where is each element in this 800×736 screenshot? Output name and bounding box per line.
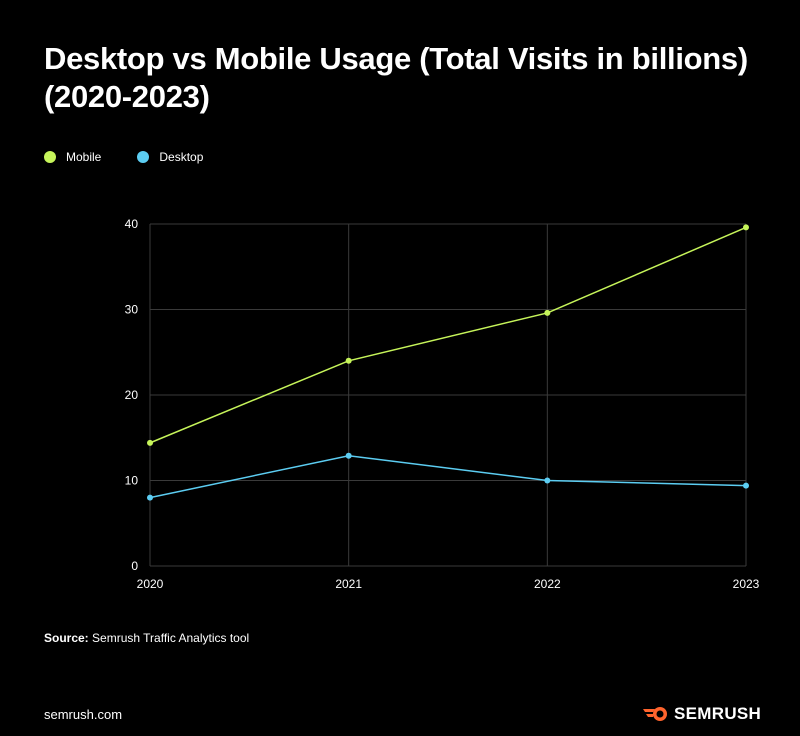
legend-swatch-desktop bbox=[137, 151, 150, 163]
brand-name: SEMRUSH bbox=[674, 704, 762, 723]
legend-label-desktop: Desktop bbox=[159, 150, 204, 164]
data-point-desktop bbox=[743, 482, 749, 489]
footer-url: semrush.com bbox=[44, 707, 123, 722]
legend-swatch-mobile bbox=[44, 151, 56, 163]
y-tick-label: 20 bbox=[125, 388, 139, 402]
y-tick-label: 0 bbox=[131, 559, 138, 573]
source-note: Source: Semrush Traffic Analytics tool bbox=[44, 631, 249, 645]
legend-label-mobile: Mobile bbox=[66, 150, 102, 164]
source-label: Source: bbox=[44, 631, 89, 645]
data-point-mobile bbox=[147, 439, 153, 446]
series-line-mobile bbox=[149, 226, 747, 444]
y-tick-label: 30 bbox=[125, 303, 139, 317]
source-text: Semrush Traffic Analytics tool bbox=[88, 631, 250, 645]
chart-title: Desktop vs Mobile Usage (Total Visits in… bbox=[44, 41, 748, 114]
series-line-desktop bbox=[149, 454, 747, 499]
y-tick-label: 40 bbox=[125, 217, 139, 231]
x-tick-label: 2021 bbox=[335, 577, 362, 591]
data-point-mobile bbox=[544, 309, 551, 316]
data-point-mobile bbox=[743, 224, 749, 231]
legend-item-mobile: Mobile bbox=[44, 150, 101, 164]
semrush-fireball-icon bbox=[643, 707, 667, 721]
semrush-logo: SEMRUSH bbox=[643, 704, 761, 724]
x-tick-label: 2020 bbox=[137, 577, 164, 591]
x-tick-label: 2023 bbox=[733, 577, 760, 591]
legend: Mobile Desktop bbox=[44, 150, 203, 164]
data-point-mobile bbox=[345, 357, 352, 364]
data-point-desktop bbox=[544, 477, 551, 484]
legend-item-desktop: Desktop bbox=[137, 150, 203, 164]
y-tick-label: 10 bbox=[125, 474, 139, 488]
data-point-desktop bbox=[345, 452, 352, 459]
x-tick-label: 2022 bbox=[534, 577, 561, 591]
data-point-desktop bbox=[147, 494, 153, 501]
